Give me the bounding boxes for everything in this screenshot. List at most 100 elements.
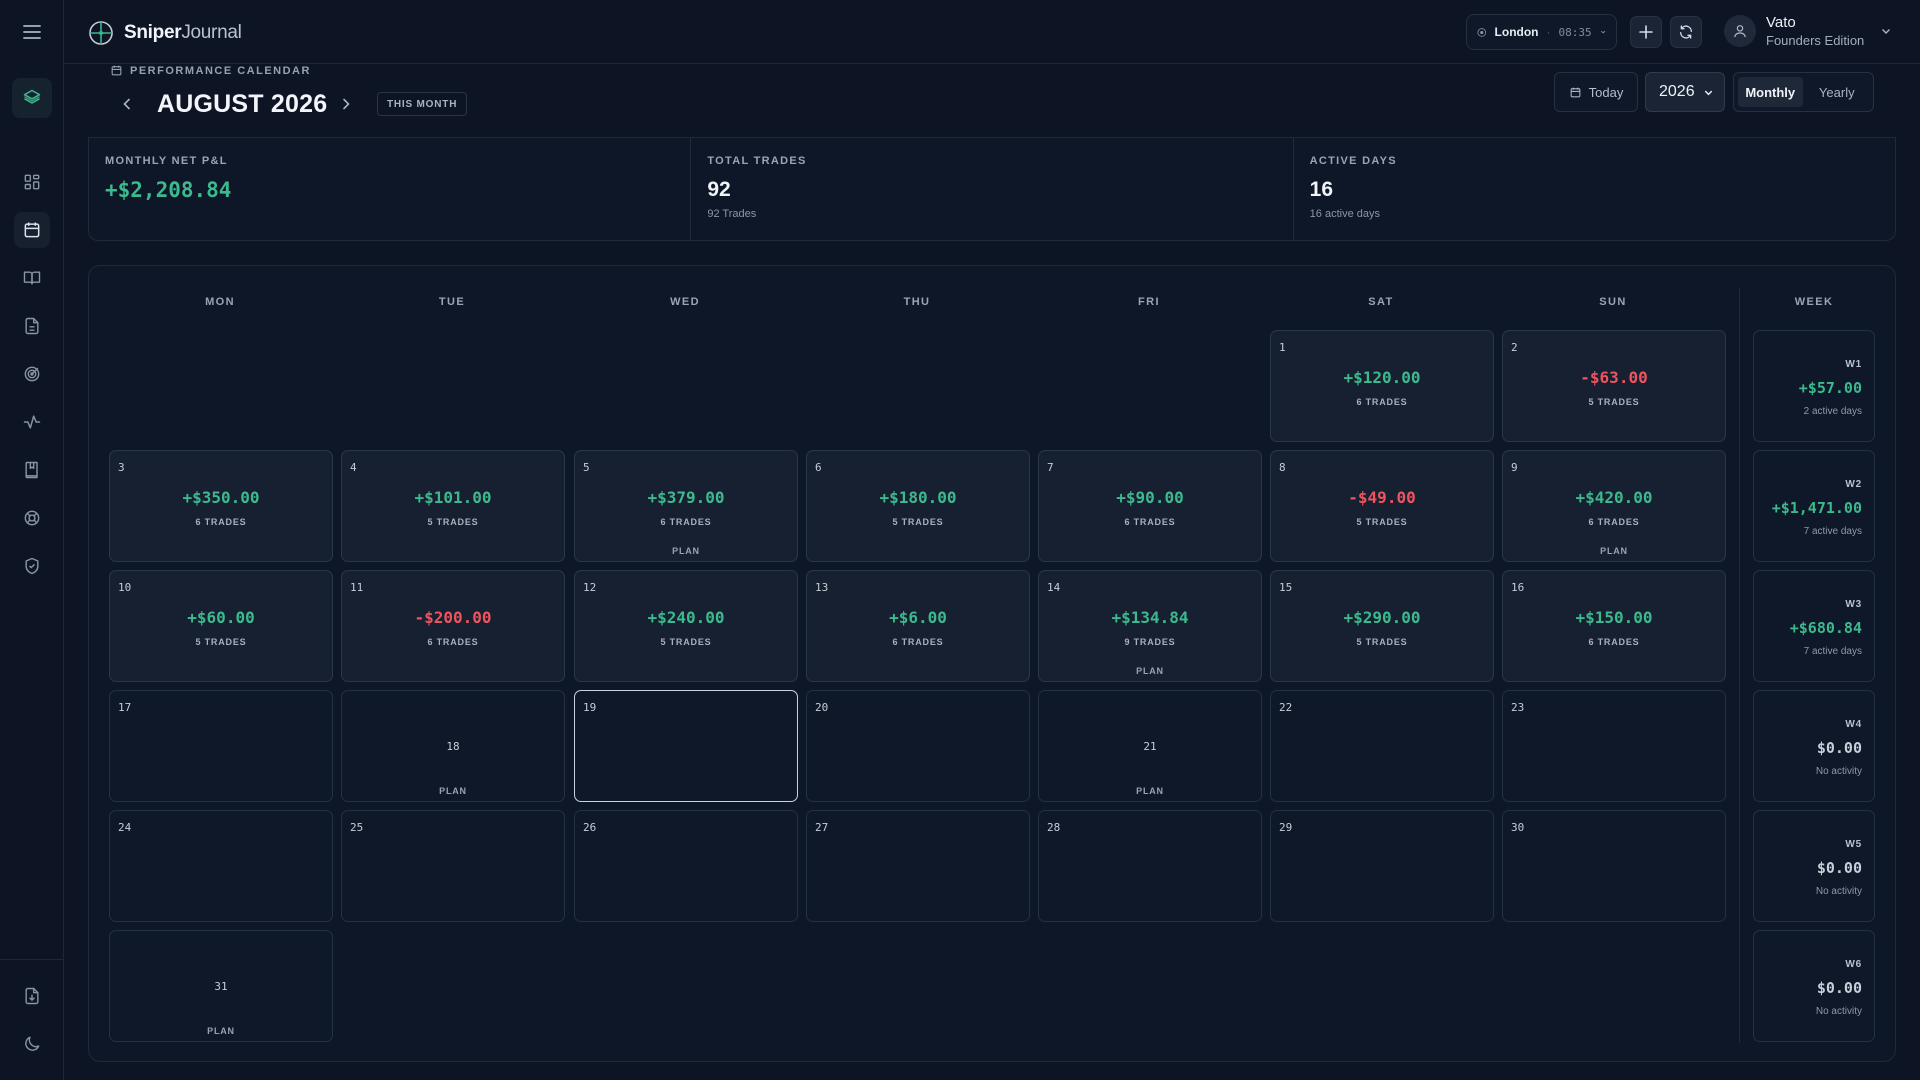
calendar-day-cell[interactable]: 19: [574, 690, 798, 802]
week-summary-cell[interactable]: W6 $0.00 No activity: [1753, 930, 1875, 1042]
target-icon: [24, 366, 40, 382]
day-number: 25: [350, 821, 364, 834]
week-summary-cell[interactable]: W3 +$680.84 7 active days: [1753, 570, 1875, 682]
today-button[interactable]: Today: [1554, 72, 1638, 112]
calendar-day-cell[interactable]: 25: [341, 810, 565, 922]
day-number: 16: [1511, 581, 1525, 594]
day-plan-badge[interactable]: PLAN: [1136, 666, 1164, 676]
hamburger-menu-icon[interactable]: [20, 22, 44, 42]
calendar-day-cell[interactable]: 29: [1270, 810, 1494, 922]
this-month-button[interactable]: THIS MONTH: [377, 92, 468, 116]
week-summary-cell[interactable]: W2 +$1,471.00 7 active days: [1753, 450, 1875, 562]
calendar-day-cell[interactable]: 15 +$290.00 5 TRADES: [1270, 570, 1494, 682]
sidebar-item-analytics[interactable]: [14, 404, 50, 440]
week-summary-cell[interactable]: W5 $0.00 No activity: [1753, 810, 1875, 922]
sidebar: [0, 0, 64, 1080]
view-option-monthly[interactable]: Monthly: [1738, 77, 1803, 107]
sidebar-item-export[interactable]: [14, 978, 50, 1014]
day-plan-badge[interactable]: PLAN: [439, 786, 467, 796]
calendar-day-cell[interactable]: 3 +$350.00 6 TRADES: [109, 450, 333, 562]
day-plan-badge[interactable]: PLAN: [1136, 786, 1164, 796]
sidebar-item-reports[interactable]: [14, 308, 50, 344]
calendar-day-cell[interactable]: 12 +$240.00 5 TRADES: [574, 570, 798, 682]
day-trade-count: 6 TRADES: [660, 517, 712, 527]
calendar-day-cell[interactable]: 17: [109, 690, 333, 802]
calendar-day-cell[interactable]: 24: [109, 810, 333, 922]
sidebar-item-calendar[interactable]: [14, 212, 50, 248]
week-summary-cell[interactable]: W1 +$57.00 2 active days: [1753, 330, 1875, 442]
day-number: 10: [118, 581, 132, 594]
day-number: 23: [1511, 701, 1525, 714]
user-menu[interactable]: Vato Founders Edition: [1724, 14, 1892, 48]
previous-month-button[interactable]: [115, 92, 139, 116]
calendar-icon: [1570, 87, 1581, 97]
calendar-day-cell[interactable]: 13 +$6.00 6 TRADES: [806, 570, 1030, 682]
calendar-day-cell[interactable]: 14 +$134.84 9 TRADES PLAN: [1038, 570, 1262, 682]
chevron-right-icon: [343, 98, 350, 110]
week-label: W6: [1845, 959, 1862, 970]
calendar-day-cell[interactable]: 18 PLAN: [341, 690, 565, 802]
year-value: 2026: [1659, 83, 1695, 100]
calendar-day-cell[interactable]: 20: [806, 690, 1030, 802]
day-pnl: +$290.00: [1343, 608, 1421, 627]
view-option-yearly[interactable]: Yearly: [1818, 84, 1855, 100]
clock-icon: [1477, 27, 1487, 37]
layers-logo-icon[interactable]: [12, 78, 52, 118]
stat-value: +$2,208.84: [105, 178, 232, 202]
next-month-button[interactable]: [334, 92, 358, 116]
week-pnl: +$1,471.00: [1771, 499, 1862, 517]
calendar-day-cell[interactable]: 23: [1502, 690, 1726, 802]
calendar-day-cell[interactable]: 7 +$90.00 6 TRADES: [1038, 450, 1262, 562]
bookmark-icon: [25, 461, 38, 479]
calendar-day-cell[interactable]: 28: [1038, 810, 1262, 922]
day-number: 30: [1511, 821, 1525, 834]
day-pnl: +$134.84: [1111, 608, 1189, 627]
calendar-day-cell[interactable]: 11 -$200.00 6 TRADES: [341, 570, 565, 682]
calendar-day-cell[interactable]: 10 +$60.00 5 TRADES: [109, 570, 333, 682]
refresh-button[interactable]: [1670, 16, 1702, 48]
calendar-day-cell[interactable]: 5 +$379.00 6 TRADES PLAN: [574, 450, 798, 562]
sidebar-item-goals[interactable]: [14, 356, 50, 392]
day-plan-badge[interactable]: PLAN: [672, 546, 700, 556]
year-select[interactable]: 2026: [1645, 72, 1725, 112]
avatar: [1724, 15, 1756, 47]
stat-label: ACTIVE DAYS: [1309, 155, 1397, 167]
week-label: W2: [1845, 479, 1862, 490]
week-summary-cell[interactable]: W4 $0.00 No activity: [1753, 690, 1875, 802]
calendar-day-cell[interactable]: 26: [574, 810, 798, 922]
sidebar-item-dashboard[interactable]: [14, 164, 50, 200]
day-pnl: -$49.00: [1348, 488, 1416, 507]
sidebar-item-theme[interactable]: [14, 1026, 50, 1062]
calendar-day-cell[interactable]: 30: [1502, 810, 1726, 922]
refresh-icon: [1680, 25, 1692, 39]
calendar-day-cell[interactable]: 1 +$120.00 6 TRADES: [1270, 330, 1494, 442]
calendar-day-cell[interactable]: 31 PLAN: [109, 930, 333, 1042]
calendar-day-cell[interactable]: 16 +$150.00 6 TRADES: [1502, 570, 1726, 682]
calendar-day-cell[interactable]: 9 +$420.00 6 TRADES PLAN: [1502, 450, 1726, 562]
brand-name-light: Journal: [181, 22, 242, 43]
sidebar-item-playbook[interactable]: [14, 452, 50, 488]
brand-logo[interactable]: SniperJournal: [88, 20, 242, 46]
calendar-day-cell[interactable]: 8 -$49.00 5 TRADES: [1270, 450, 1494, 562]
top-header: SniperJournal London · 08:35 Vato Founde…: [64, 0, 1920, 64]
calendar-day-cell[interactable]: 6 +$180.00 5 TRADES: [806, 450, 1030, 562]
weekday-header: TUE: [438, 296, 466, 308]
add-trade-button[interactable]: [1630, 16, 1662, 48]
calendar-day-cell[interactable]: 2 -$63.00 5 TRADES: [1502, 330, 1726, 442]
market-session-select[interactable]: London · 08:35: [1466, 14, 1617, 50]
day-plan-badge[interactable]: PLAN: [1600, 546, 1628, 556]
sidebar-item-security[interactable]: [14, 548, 50, 584]
calendar-day-cell[interactable]: 22: [1270, 690, 1494, 802]
day-plan-badge[interactable]: PLAN: [207, 1026, 235, 1036]
weekday-header: WED: [670, 296, 700, 308]
chevron-down-icon: [1600, 30, 1606, 34]
week-subtext: No activity: [1815, 886, 1862, 897]
sidebar-divider: [0, 959, 64, 960]
calendar-day-cell[interactable]: 27: [806, 810, 1030, 922]
day-trade-count: 6 TRADES: [1588, 517, 1640, 527]
calendar-day-cell[interactable]: 4 +$101.00 5 TRADES: [341, 450, 565, 562]
day-trade-count: 5 TRADES: [1356, 637, 1408, 647]
sidebar-item-journal[interactable]: [14, 260, 50, 296]
sidebar-item-support[interactable]: [14, 500, 50, 536]
calendar-day-cell[interactable]: 21 PLAN: [1038, 690, 1262, 802]
